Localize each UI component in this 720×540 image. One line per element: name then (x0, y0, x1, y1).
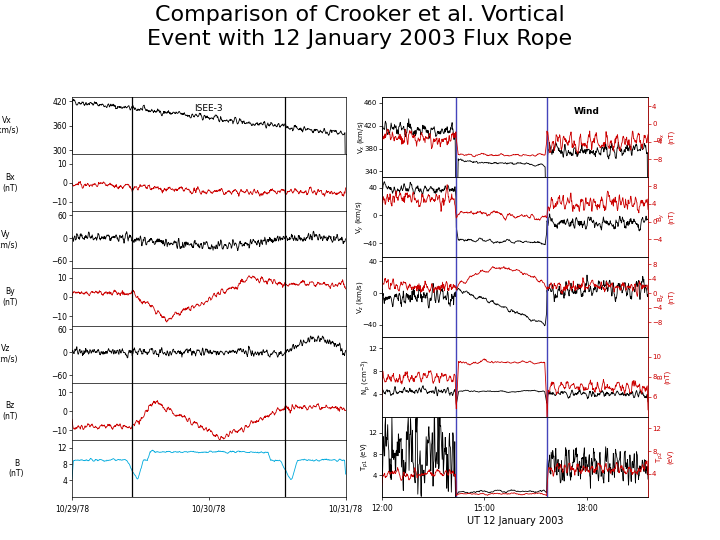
Y-axis label: T$_{p1}$ (eV): T$_{p1}$ (eV) (360, 442, 372, 471)
Y-axis label: Bz
(nT): Bz (nT) (2, 401, 18, 421)
Y-axis label: Bx
(nT): Bx (nT) (2, 173, 18, 193)
Text: ISEE-3: ISEE-3 (194, 104, 223, 113)
Y-axis label: By
(nT): By (nT) (2, 287, 18, 307)
Y-axis label: N$_p$ (cm$^{-3}$): N$_p$ (cm$^{-3}$) (359, 359, 373, 395)
Y-axis label: T$_{p2}$
(eV): T$_{p2}$ (eV) (654, 450, 673, 464)
Text: Comparison of Crooker et al. Vortical
Event with 12 January 2003 Flux Rope: Comparison of Crooker et al. Vortical Ev… (148, 5, 572, 49)
Y-axis label: Vy
(km/s): Vy (km/s) (0, 230, 18, 249)
Y-axis label: Vx
(km/s): Vx (km/s) (0, 116, 19, 136)
Y-axis label: B
(nT): B (nT) (9, 458, 24, 478)
X-axis label: UT 12 January 2003: UT 12 January 2003 (467, 516, 563, 526)
Y-axis label: B
(nT): B (nT) (657, 370, 671, 384)
Text: Wind: Wind (573, 107, 599, 116)
Y-axis label: B$_z$
(nT): B$_z$ (nT) (657, 290, 674, 304)
Y-axis label: V$_y$ (km/s): V$_y$ (km/s) (354, 200, 366, 234)
Y-axis label: V$_x$ (km/s): V$_x$ (km/s) (356, 120, 366, 154)
Y-axis label: B$_x$
(nT): B$_x$ (nT) (657, 130, 674, 144)
Y-axis label: Vz
(km/s): Vz (km/s) (0, 345, 18, 364)
Y-axis label: B$_y$
(nT): B$_y$ (nT) (656, 210, 675, 224)
Y-axis label: V$_z$ (km/s): V$_z$ (km/s) (355, 280, 365, 314)
